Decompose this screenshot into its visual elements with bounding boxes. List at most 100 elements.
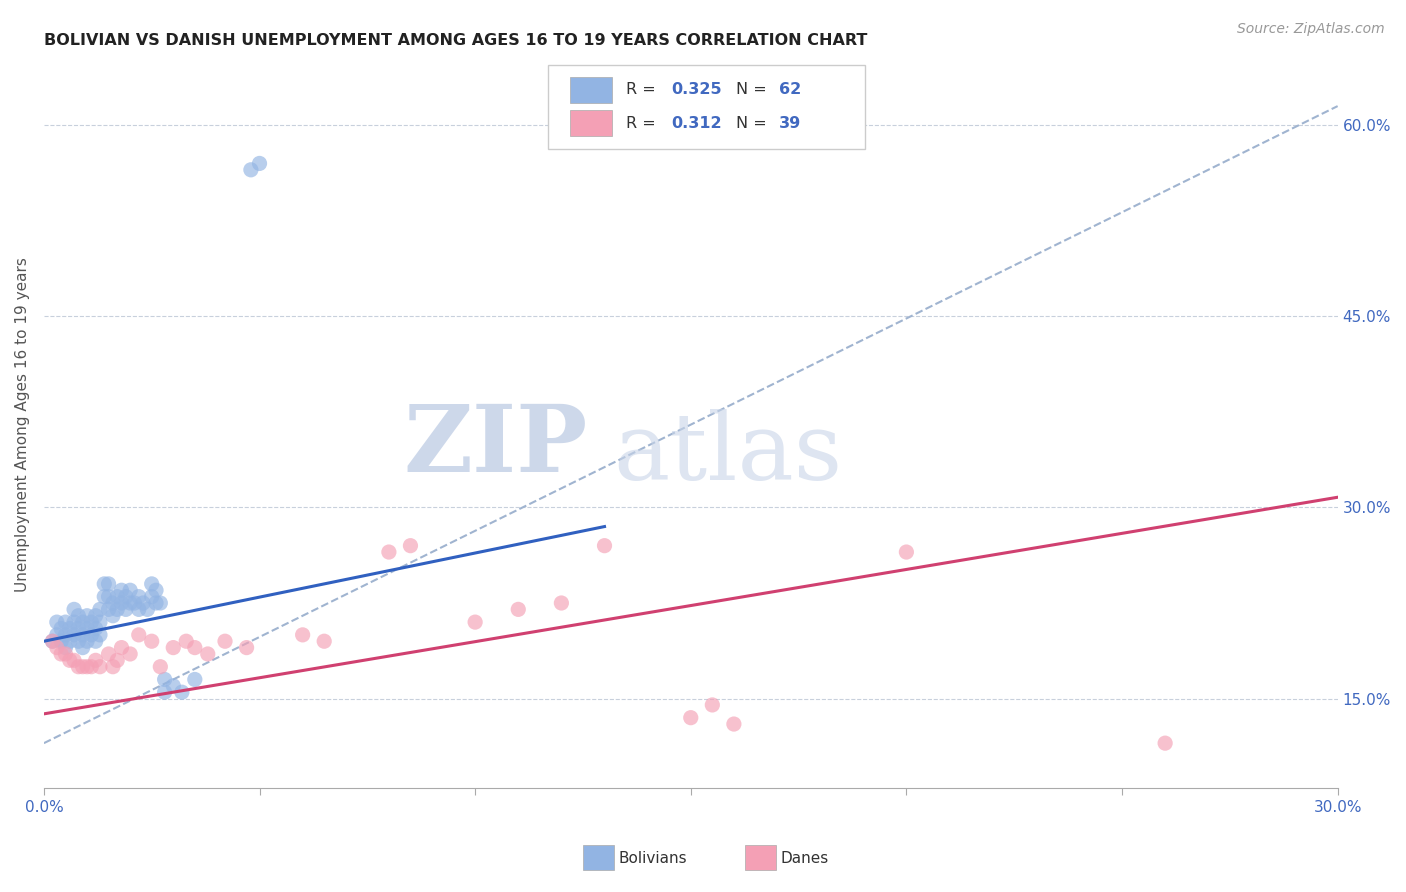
Point (105, 653, 128, 667)
Point (162, 679, 184, 693)
Point (41, 634, 63, 648)
Text: atlas: atlas (613, 409, 842, 499)
Point (45, 640, 67, 655)
Point (101, 608, 124, 623)
Point (214, 634, 236, 648)
Point (84, 622, 107, 636)
Point (110, 640, 132, 655)
Point (132, 596, 155, 610)
Point (162, 640, 184, 655)
Text: Danes: Danes (780, 851, 828, 865)
Point (89, 602, 111, 616)
Point (49, 647, 72, 661)
Point (141, 590, 163, 604)
Point (128, 628, 150, 642)
Point (128, 602, 150, 616)
Point (110, 596, 132, 610)
Point (76, 634, 98, 648)
Point (105, 590, 128, 604)
Point (145, 596, 167, 610)
Text: 39: 39 (779, 116, 801, 131)
Point (49, 622, 72, 636)
Point (97, 647, 120, 661)
Point (93, 590, 115, 604)
Point (896, 545, 918, 559)
Point (63, 653, 86, 667)
Point (59, 653, 82, 667)
Point (239, 162, 262, 177)
Point (124, 596, 146, 610)
Point (67, 622, 90, 636)
Point (45, 615, 67, 629)
Point (76, 608, 98, 623)
Point (80, 615, 103, 629)
Point (55, 647, 77, 661)
Point (114, 590, 136, 604)
Point (120, 647, 142, 661)
Point (174, 634, 197, 648)
Point (41, 634, 63, 648)
Point (89, 628, 111, 642)
Point (97, 590, 120, 604)
Point (97, 577, 120, 591)
Point (723, 717, 745, 731)
Point (84, 634, 107, 648)
Point (101, 659, 124, 673)
Point (80, 628, 103, 642)
Point (679, 711, 702, 725)
Point (399, 539, 422, 553)
Point (593, 539, 616, 553)
Point (128, 590, 150, 604)
Point (197, 647, 219, 661)
Point (89, 659, 111, 673)
Point (72, 640, 94, 655)
Point (120, 596, 142, 610)
Point (550, 596, 572, 610)
Text: N =: N = (737, 82, 772, 97)
FancyBboxPatch shape (571, 77, 612, 103)
Text: Bolivians: Bolivians (619, 851, 688, 865)
Point (63, 615, 86, 629)
Point (184, 673, 207, 687)
Point (63, 602, 86, 616)
Point (153, 673, 176, 687)
Point (55, 615, 77, 629)
Point (76, 659, 98, 673)
Point (184, 640, 207, 655)
Point (59, 634, 82, 648)
Point (141, 577, 163, 591)
Point (136, 602, 159, 616)
Point (314, 634, 336, 648)
FancyBboxPatch shape (571, 111, 612, 136)
Point (464, 615, 486, 629)
Point (55, 640, 77, 655)
Point (67, 634, 90, 648)
Point (67, 608, 90, 623)
Point (55, 628, 77, 642)
Point (59, 622, 82, 636)
Point (72, 615, 94, 629)
Point (105, 602, 128, 616)
Point (153, 685, 176, 699)
Text: BOLIVIAN VS DANISH UNEMPLOYMENT AMONG AGES 16 TO 19 YEARS CORRELATION CHART: BOLIVIAN VS DANISH UNEMPLOYMENT AMONG AG… (44, 33, 868, 48)
Point (80, 659, 103, 673)
Text: 0.325: 0.325 (671, 82, 723, 97)
Text: ZIP: ZIP (404, 401, 588, 491)
Point (84, 608, 107, 623)
Point (114, 602, 136, 616)
Point (49, 634, 72, 648)
Point (76, 622, 98, 636)
Point (67, 659, 90, 673)
Point (141, 634, 163, 648)
Point (63, 628, 86, 642)
Point (93, 577, 115, 591)
Point (702, 698, 724, 712)
Point (72, 628, 94, 642)
Point (149, 659, 172, 673)
Point (110, 583, 132, 598)
FancyBboxPatch shape (548, 65, 866, 149)
Point (378, 545, 401, 559)
Text: 62: 62 (779, 82, 801, 97)
Text: Source: ZipAtlas.com: Source: ZipAtlas.com (1237, 22, 1385, 37)
Point (72, 659, 94, 673)
